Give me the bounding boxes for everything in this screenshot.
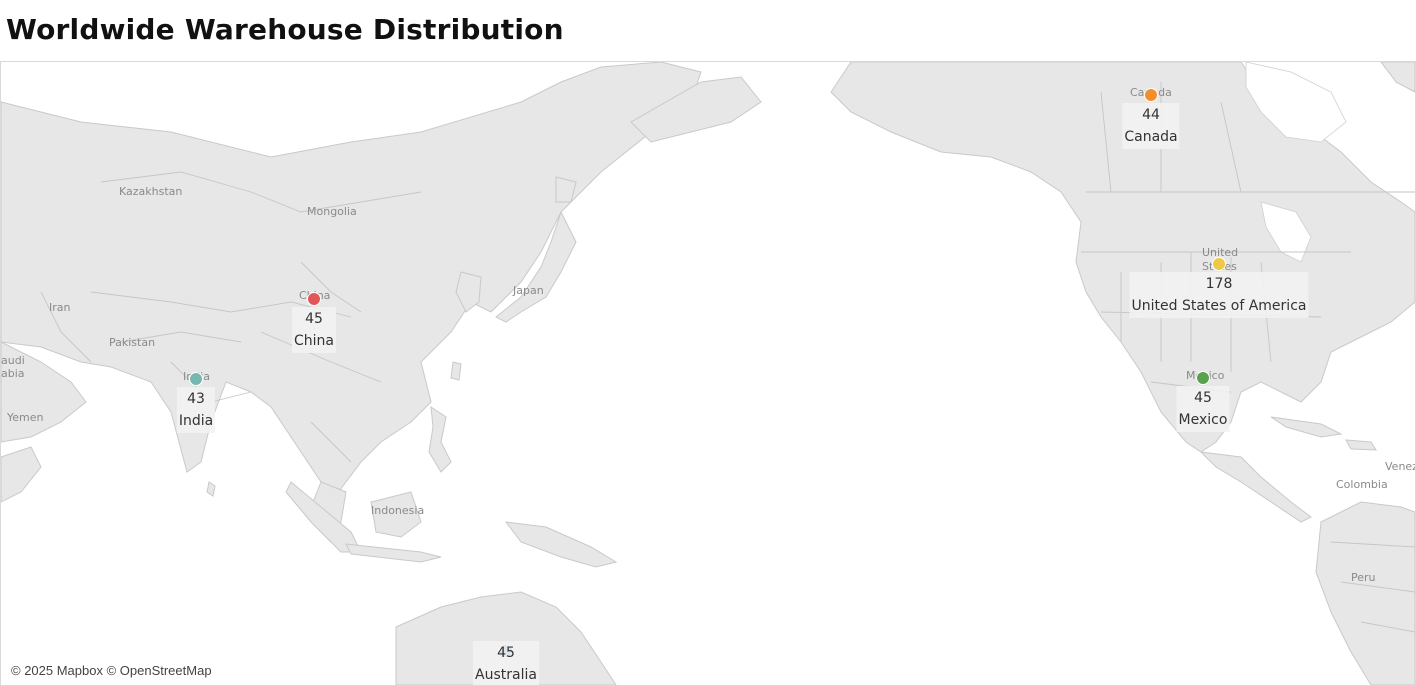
water-hudson-bay (1245, 62, 1347, 143)
marker-value-china: 45 (305, 311, 323, 327)
land-alaska (630, 76, 762, 143)
land-java (345, 543, 442, 563)
marker-label-australia: 45 Australia (473, 641, 539, 685)
marker-country-india: India (178, 413, 214, 429)
marker-label-mexico: 45 Mexico (1176, 386, 1230, 432)
marker-dot-india[interactable] (189, 372, 203, 386)
map-view[interactable]: Kazakhstan Mongolia Iran Pakistan audi a… (0, 61, 1416, 686)
land-borneo (370, 491, 422, 538)
basemap-label-saudi-1: audi (1, 354, 25, 367)
land-philippines (428, 405, 452, 473)
marker-value-mexico: 45 (1194, 390, 1212, 406)
land-cuba (1270, 416, 1343, 438)
basemap-label-japan: Japan (512, 284, 544, 297)
land-asia (1, 62, 702, 503)
land-north-america (830, 62, 1415, 453)
marker-label-india: 43 India (176, 387, 216, 433)
land-hokkaido (555, 176, 577, 203)
marker-label-china: 45 China (292, 307, 336, 353)
basemap-label-colombia: Colombia (1336, 478, 1388, 491)
marker-country-australia: Australia (475, 667, 537, 683)
land-sri-lanka (206, 481, 216, 497)
basemap-label-peru: Peru (1351, 571, 1376, 584)
marker-value-united-states: 178 (1205, 276, 1233, 292)
land-australia (395, 591, 617, 685)
land-new-guinea (504, 521, 618, 568)
marker-dot-united-states[interactable] (1212, 257, 1226, 271)
marker-country-mexico: Mexico (1178, 412, 1228, 428)
basemap-label-kazakhstan: Kazakhstan (119, 185, 182, 198)
page-title: Worldwide Warehouse Distribution (6, 13, 564, 46)
marker-value-australia: 45 (497, 645, 515, 661)
basemap-label-venezuela: Venez (1385, 460, 1415, 473)
land-japan (495, 210, 577, 323)
land-arabia (1, 341, 87, 443)
basemap-label-iran: Iran (49, 301, 71, 314)
map-attribution[interactable]: © 2025 Mapbox © OpenStreetMap (7, 662, 216, 679)
marker-country-united-states: United States of America (1131, 298, 1307, 314)
land-south-america (1315, 501, 1415, 685)
basemap-label-indonesia: Indonesia (371, 504, 424, 517)
marker-dot-canada[interactable] (1144, 88, 1158, 102)
marker-country-canada: Canada (1124, 129, 1178, 145)
basemap-label-pakistan: Pakistan (109, 336, 155, 349)
land-central-america (1199, 451, 1312, 523)
marker-country-china: China (294, 333, 334, 349)
land-africa (1, 446, 42, 503)
border-lines-south-america (1330, 541, 1415, 633)
land-korea (455, 271, 482, 313)
land-caribbean (1345, 439, 1377, 451)
water-great-lakes (1260, 201, 1312, 263)
land-taiwan (450, 361, 462, 381)
basemap-label-saudi-2: abia (1, 367, 25, 380)
basemap: Kazakhstan Mongolia Iran Pakistan audi a… (1, 62, 1415, 685)
marker-label-united-states: 178 United States of America (1129, 272, 1309, 318)
marker-dot-china[interactable] (307, 292, 321, 306)
marker-dot-mexico[interactable] (1196, 371, 1210, 385)
marker-label-canada: 44 Canada (1122, 103, 1180, 149)
land-greenland-edge (1380, 62, 1415, 93)
basemap-label-mongolia: Mongolia (307, 205, 357, 218)
basemap-label-united: United (1202, 246, 1238, 259)
marker-value-india: 43 (187, 391, 205, 407)
basemap-label-yemen: Yemen (6, 411, 44, 424)
marker-value-canada: 44 (1142, 107, 1160, 123)
